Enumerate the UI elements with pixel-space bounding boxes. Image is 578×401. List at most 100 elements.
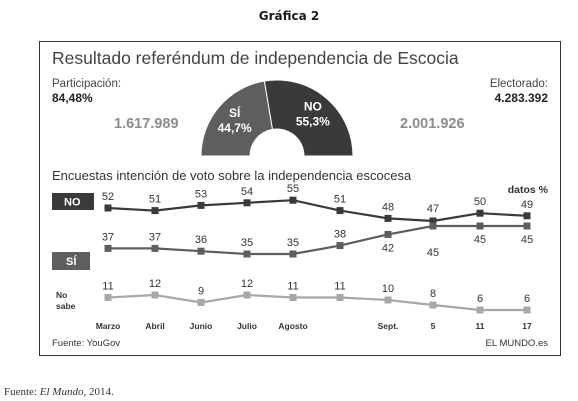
data-label-no-sabe: 11 [102, 281, 113, 293]
data-label-no-sabe: 12 [241, 278, 253, 290]
units-label: datos % [507, 184, 548, 196]
data-label-si: 35 [287, 237, 299, 249]
donut-label-si: SÍ [229, 105, 241, 120]
series-point-no [429, 217, 437, 225]
series-point-si [289, 250, 297, 258]
no-series-label: NO [52, 193, 94, 210]
data-label-si: 45 [521, 234, 533, 246]
series-point-no-sabe [476, 306, 484, 314]
series-point-no [104, 204, 112, 212]
series-point-no-sabe [289, 294, 297, 301]
series-point-no-sabe [384, 296, 392, 304]
data-label-si: 37 [102, 231, 114, 243]
data-label-si: 45 [474, 234, 486, 246]
series-point-no [151, 207, 159, 215]
x-tick-label: Marzo [96, 321, 121, 331]
series-point-no-sabe [197, 299, 205, 306]
data-label-no: 53 [195, 188, 207, 200]
series-point-no [289, 196, 297, 204]
data-label-no: 47 [427, 203, 439, 215]
series-point-no [523, 212, 531, 220]
x-tick-label: Julio [237, 321, 257, 331]
donut-label-no: NO [304, 100, 322, 114]
data-label-no: 51 [149, 194, 161, 206]
series-point-no-sabe [336, 294, 344, 301]
series-point-si [243, 250, 251, 258]
si-votes: 1.617.989 [114, 116, 179, 132]
data-label-no: 50 [474, 196, 486, 208]
x-tick-label: 11 [476, 321, 485, 331]
data-label-no-sabe: 8 [430, 288, 436, 300]
no-votes: 2.001.926 [400, 116, 465, 132]
series-point-no-sabe [243, 291, 251, 299]
si-series-label: SÍ [52, 252, 90, 270]
data-label-no-sabe: 9 [198, 286, 204, 298]
donut-percent-si: 44,7% [218, 121, 252, 135]
figure-heading: Gráfica 2 [258, 9, 320, 23]
series-point-si [104, 244, 112, 252]
series-point-no-sabe [151, 291, 159, 299]
data-label-no: 48 [382, 201, 394, 213]
data-label-si: 45 [427, 247, 439, 259]
brand-label: EL MUNDO.es [485, 338, 548, 349]
data-label-si: 35 [241, 237, 253, 249]
series-line-no-sabe [107, 293, 527, 312]
referendum-title: Resultado referéndum de independencia de… [52, 48, 459, 68]
series-point-si [151, 244, 159, 252]
series-point-no [197, 201, 205, 209]
x-tick-label: 17 [522, 321, 532, 331]
x-tick-label: Abril [145, 321, 164, 331]
series-point-no [243, 199, 251, 207]
svg-text:No: No [56, 290, 67, 300]
series-point-si [197, 247, 205, 255]
footer-suffix: , 2014. [83, 386, 114, 398]
chart-frame: Resultado referéndum de independencia de… [39, 41, 561, 356]
polls-title: Encuestas intención de voto sobre la ind… [52, 168, 412, 183]
svg-text:sabe: sabe [56, 301, 76, 311]
ns-series-label: No sabe [56, 290, 76, 311]
electorate-label: Electorado: [489, 78, 548, 90]
series-point-no-sabe [523, 306, 531, 314]
data-label-no-sabe: 11 [334, 281, 345, 293]
participation-label: Participación: [52, 78, 122, 90]
series-line-no [107, 199, 528, 223]
data-label-si: 42 [382, 242, 394, 254]
donut-slice-no [263, 79, 354, 157]
data-label-no-sabe: 10 [382, 283, 394, 295]
svg-text:SÍ: SÍ [66, 255, 77, 268]
data-label-no: 52 [102, 191, 114, 203]
series-point-no-sabe [429, 301, 437, 309]
x-tick-label: Agosto [278, 321, 307, 331]
donut-percent-no: 55,3% [296, 115, 330, 129]
data-label-si: 36 [195, 234, 207, 246]
participation-value: 84,48% [52, 91, 93, 105]
footer-prefix: Fuente: [4, 386, 40, 398]
data-label-si: 38 [334, 229, 346, 241]
series-point-si [336, 242, 344, 250]
data-label-no-sabe: 6 [477, 293, 483, 305]
data-label-no: 49 [521, 199, 533, 211]
series-point-si [476, 222, 484, 230]
series-point-no [336, 207, 344, 215]
data-label-no-sabe: 11 [287, 281, 298, 293]
footer-note: Fuente: El Mundo, 2014. [4, 386, 114, 398]
series-point-si [429, 222, 437, 230]
source-label: Fuente: YouGov [52, 338, 121, 349]
series-point-si [523, 222, 531, 230]
x-tick-label: 5 [431, 321, 436, 331]
series-point-si [384, 230, 392, 238]
x-tick-label: Sept. [378, 321, 399, 331]
data-label-no-sabe: 12 [149, 278, 161, 290]
series-point-no [384, 214, 392, 222]
svg-text:NO: NO [64, 197, 81, 209]
footer-publication: El Mundo [39, 386, 84, 398]
electorate-value: 4.283.392 [494, 91, 548, 105]
donut-slice-si [200, 80, 274, 157]
data-label-no-sabe: 6 [524, 293, 530, 305]
series-line-si [108, 224, 527, 256]
data-label-no: 51 [334, 194, 346, 206]
data-label-no: 55 [287, 183, 299, 195]
data-label-si: 37 [149, 231, 161, 243]
series-point-no [476, 209, 484, 217]
